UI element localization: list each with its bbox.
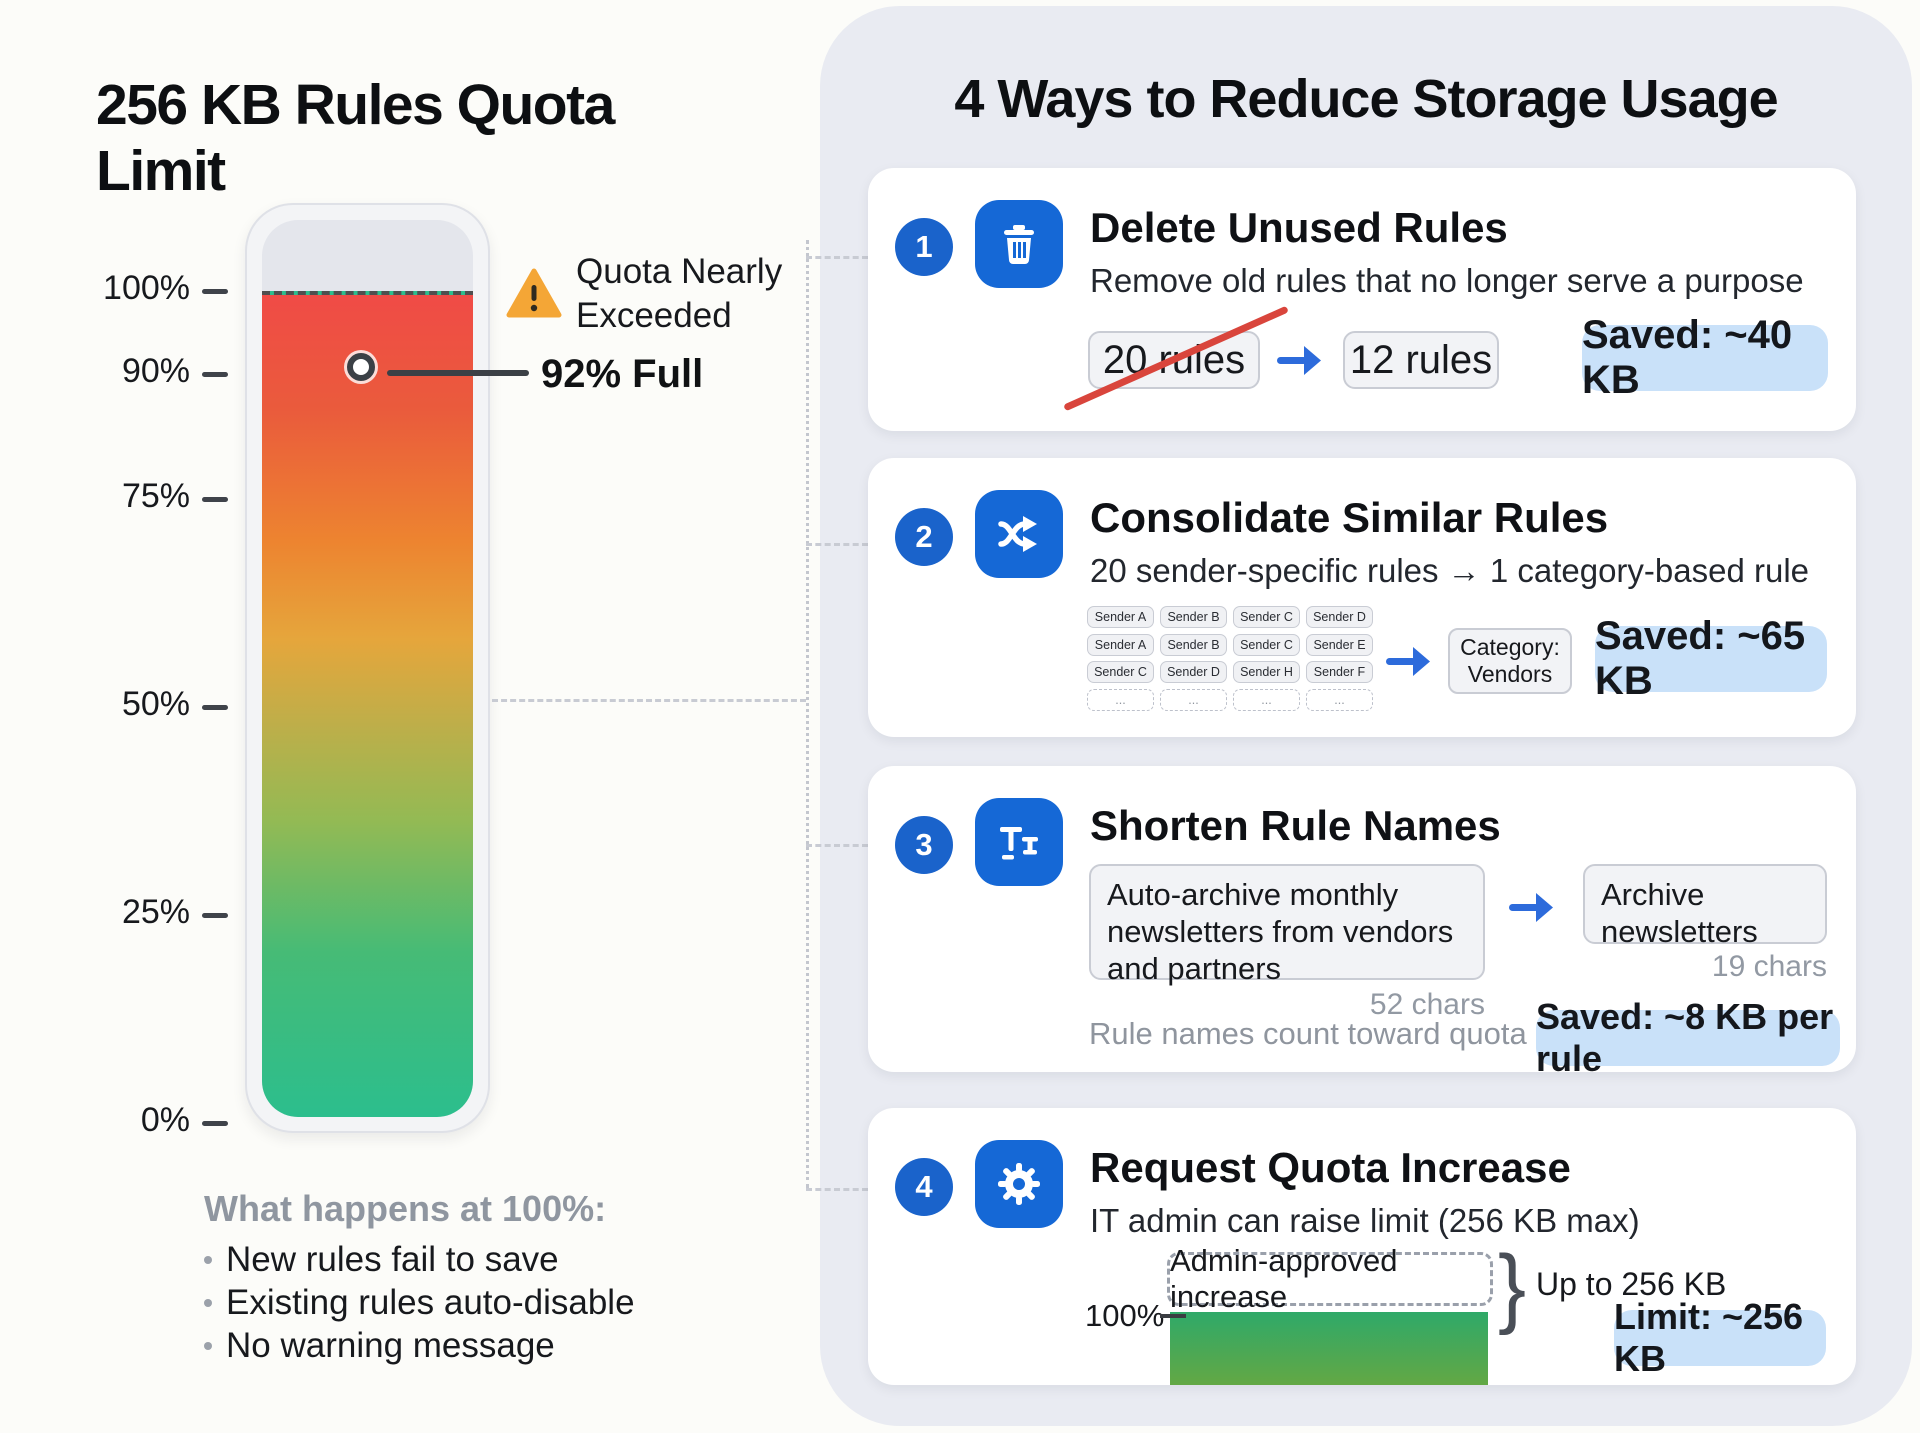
right-title: 4 Ways to Reduce Storage Usage (954, 69, 1778, 129)
step-badge: 2 (895, 508, 953, 566)
tick-dash (202, 497, 228, 502)
card-title: Shorten Rule Names (1090, 802, 1501, 849)
sender-chip: Sender C (1233, 606, 1300, 628)
trash-icon (975, 200, 1063, 288)
bullet-text: New rules fail to save (226, 1240, 559, 1279)
long-name-char-count: 52 chars (1369, 988, 1485, 1021)
bullet-dot (204, 1255, 212, 1264)
sender-chip: Sender C (1233, 633, 1300, 656)
sender-chip: Sender D (1160, 661, 1227, 683)
marker-label: 92% Full (541, 352, 704, 396)
step-badge: 3 (895, 816, 953, 874)
category-line-1: Category: (1460, 634, 1560, 660)
step-badge: 1 (895, 218, 953, 276)
after-count: 12 rules (1349, 337, 1493, 382)
category-line-2: Vendors (1467, 661, 1553, 687)
connector-stub-3 (806, 844, 868, 847)
short-name-char-count: 19 chars (1711, 950, 1827, 983)
connector-vertical-line (806, 240, 809, 1188)
saved-badge: Saved: ~8 KB per rule (1536, 996, 1840, 1072)
tick-label-0: 0% (140, 1101, 190, 1139)
list-item: No warning message (204, 1326, 724, 1366)
long-name-box: Auto-archive monthly newsletters from ve… (1089, 864, 1485, 986)
arrow-right-icon (1383, 642, 1433, 685)
saved-badge: Saved: ~65 KB (1595, 614, 1827, 703)
card-consolidate-similar-rules: 2 Consolidate Similar Rules 20 sender-sp… (868, 458, 1856, 737)
tick-dash (202, 705, 228, 710)
tick-dash (202, 289, 228, 294)
sender-chip: Sender A (1087, 633, 1154, 656)
sender-chip: Sender A (1087, 606, 1154, 628)
category-box: Category: Vendors (1448, 628, 1572, 694)
shuffle-icon (975, 490, 1063, 578)
card-shorten-rule-names: 3 Shorten Rule Names Auto-archive monthl… (868, 766, 1856, 1072)
tick-dash (202, 1121, 228, 1126)
limit-badge: Limit: ~256 KB (1614, 1296, 1826, 1379)
arrow-right-icon (1506, 888, 1556, 931)
card-title: Delete Unused Rules (1090, 204, 1508, 251)
quota-note: Rule names count toward quota (1089, 1016, 1527, 1051)
strike-line (1063, 305, 1289, 412)
text-size-icon (975, 798, 1063, 886)
tick-label-25: 25% (121, 893, 190, 931)
marker-dot (347, 353, 375, 381)
warning-line-1: Quota Nearly (576, 252, 783, 291)
marker-pointer-line (387, 370, 529, 376)
more-senders-chip: ... (1087, 688, 1154, 711)
card-subtitle: Remove old rules that no longer serve a … (1090, 262, 1804, 299)
list-item: Existing rules auto-disable (204, 1283, 724, 1323)
admin-increase-box: Admin-approved increase (1167, 1243, 1493, 1314)
sender-chip: Sender B (1160, 606, 1227, 628)
more-senders-chip: ... (1233, 688, 1300, 711)
warning-line-2: Exceeded (576, 296, 732, 335)
bullet-text: No warning message (226, 1326, 555, 1365)
short-name-box: Archive newsletters (1583, 864, 1827, 949)
bar-axis-label: 100% (1085, 1298, 1165, 1333)
card-title: Request Quota Increase (1090, 1144, 1571, 1191)
bullet-dot (204, 1341, 212, 1350)
tick-label-75: 75% (121, 477, 190, 515)
card-subtitle: 20 sender-specific rules → 1 category-ba… (1090, 552, 1810, 589)
card-subtitle: IT admin can raise limit (256 KB max) (1090, 1202, 1640, 1239)
more-senders-chip: ... (1160, 688, 1227, 711)
step-badge: 4 (895, 1158, 953, 1216)
connector-main-line (492, 699, 806, 702)
bar-axis-tick (1160, 1314, 1186, 1318)
gear-icon (975, 1140, 1063, 1228)
card-request-quota-increase: 4 Request Quota Increase IT admin can ra… (868, 1108, 1856, 1385)
sender-chip: Sender H (1233, 661, 1300, 683)
bullet-text: Existing rules auto-disable (226, 1283, 635, 1322)
sender-chip: Sender C (1087, 661, 1154, 683)
before-box: 20 rules (1063, 305, 1289, 412)
connector-stub-1 (806, 256, 868, 259)
up-to-label: Up to 256 KB (1536, 1266, 1727, 1302)
brace-glyph: } (1498, 1236, 1527, 1336)
tick-dash (202, 372, 228, 377)
connector-stub-4 (806, 1188, 868, 1191)
after-box: 12 rules (1343, 331, 1499, 389)
warning-text: Quota Nearly Exceeded (576, 250, 782, 338)
tick-label-90: 90% (121, 352, 190, 390)
quota-gauge-fill (262, 291, 473, 1117)
list-item: New rules fail to save (204, 1240, 724, 1280)
card-delete-unused-rules: 1 Delete Unused Rules Remove old rules t… (868, 168, 1856, 431)
what-happens-heading: What happens at 100%: (204, 1188, 607, 1229)
tick-label-100: 100% (103, 269, 190, 307)
warning-triangle-icon (506, 268, 562, 325)
connector-stub-2 (806, 543, 868, 546)
more-senders-chip: ... (1306, 688, 1373, 711)
tick-label-50: 50% (121, 685, 190, 723)
saved-badge: Saved: ~40 KB (1582, 313, 1828, 402)
card-title: Consolidate Similar Rules (1090, 494, 1609, 541)
arrow-right-icon (1274, 341, 1324, 384)
tick-dash (202, 913, 228, 918)
bullet-dot (204, 1298, 212, 1307)
sender-chip: Sender E (1306, 633, 1373, 656)
sender-chip: Sender F (1306, 661, 1373, 683)
sender-chip: Sender B (1160, 633, 1227, 656)
quota-increase-bar (1170, 1312, 1488, 1385)
sender-chip: Sender D (1306, 606, 1373, 628)
left-title: 256 KB Rules Quota Limit (96, 73, 615, 203)
